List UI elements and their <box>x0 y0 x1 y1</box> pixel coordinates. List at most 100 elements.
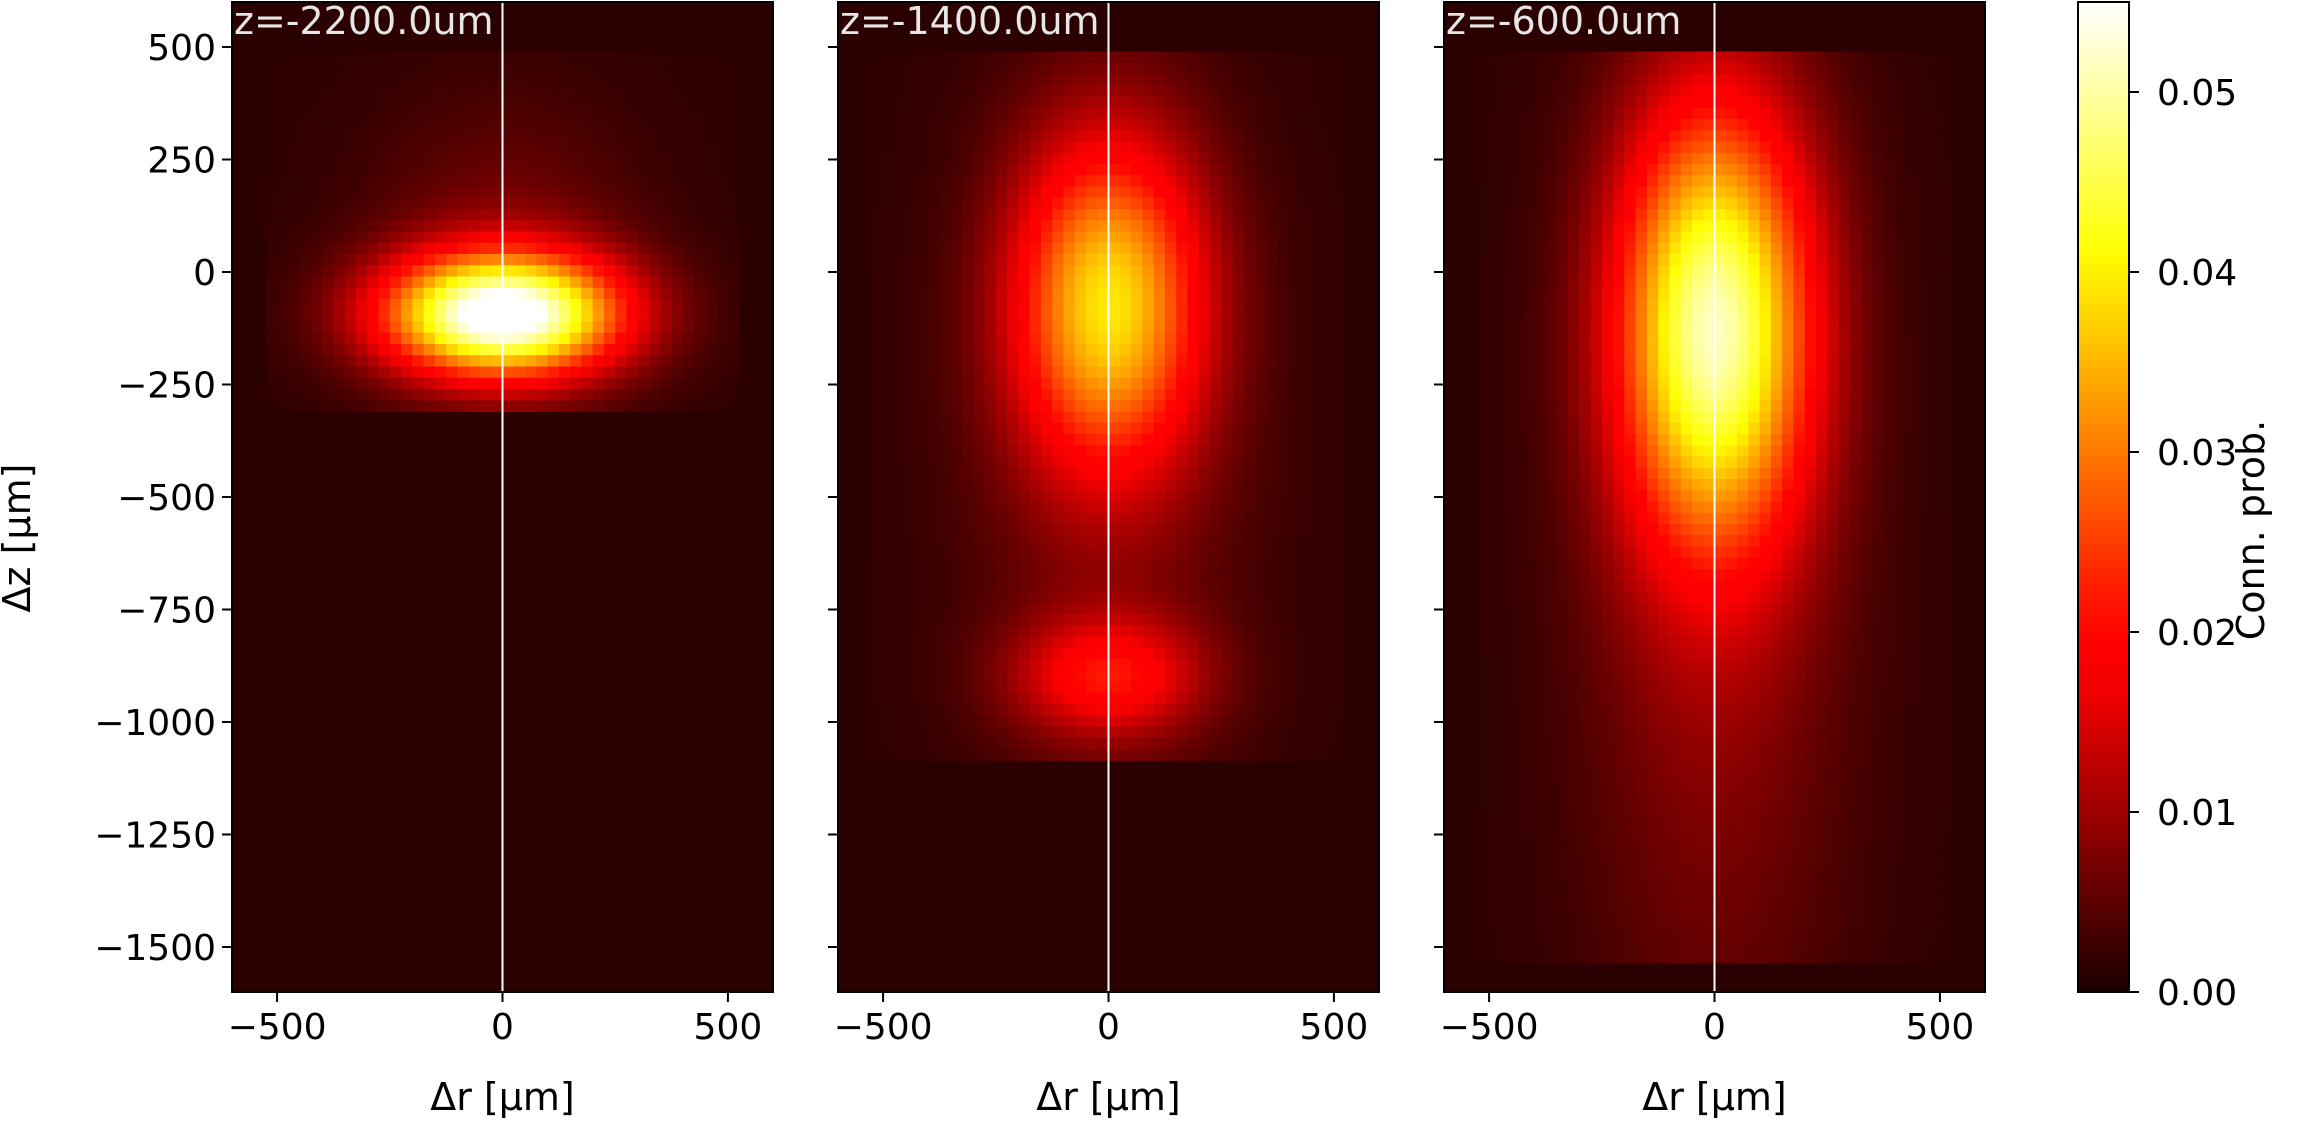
heatmap-cell <box>1288 715 1301 728</box>
heatmap-cell <box>570 332 582 345</box>
heatmap-cell <box>1635 265 1648 278</box>
heatmap-cell <box>1255 501 1267 514</box>
heatmap-cell <box>367 197 380 210</box>
heatmap-cell <box>1277 715 1290 728</box>
heatmap-cell <box>389 355 402 368</box>
heatmap-cell <box>1232 602 1245 615</box>
heatmap-cell <box>1872 276 1885 289</box>
heatmap-cell <box>468 276 481 289</box>
heatmap-cell <box>1221 411 1234 424</box>
heatmap-cell <box>423 96 436 109</box>
heatmap-cell <box>1176 85 1188 98</box>
heatmap-cell <box>1322 107 1335 120</box>
heatmap-cell <box>1108 726 1121 739</box>
heatmap-cell <box>961 85 974 98</box>
heatmap-cell <box>1063 614 1076 626</box>
heatmap-cell <box>1097 107 1110 120</box>
heatmap-cell <box>446 51 459 64</box>
heatmap-cell <box>491 119 504 131</box>
heatmap-cell <box>1119 152 1132 165</box>
heatmap-cell <box>1232 377 1245 390</box>
heatmap-cell <box>682 276 695 289</box>
heatmap-cell <box>1007 332 1019 345</box>
heatmap-cell <box>1288 422 1301 435</box>
heatmap-cell <box>961 512 974 525</box>
heatmap-cell <box>727 299 740 311</box>
heatmap-cell <box>1861 141 1873 154</box>
heatmap-cell <box>1007 276 1019 289</box>
heatmap-cell <box>1007 501 1019 514</box>
heatmap-cell <box>1477 164 1490 176</box>
heatmap-cell <box>1770 276 1783 289</box>
heatmap-cell <box>1748 107 1761 120</box>
heatmap-cell <box>1266 332 1279 345</box>
heatmap-cell <box>1153 749 1166 761</box>
heatmap-cell <box>299 332 312 345</box>
heatmap-cell <box>401 310 413 323</box>
heatmap-cell <box>1311 254 1324 266</box>
heatmap-cell <box>1164 276 1177 289</box>
heatmap-cell <box>1322 636 1335 649</box>
heatmap-cell <box>277 107 289 120</box>
heatmap-cell <box>1489 119 1501 131</box>
heatmap-cell <box>1131 287 1143 300</box>
heatmap-cell <box>1489 231 1501 244</box>
heatmap-cell <box>682 197 695 210</box>
heatmap-cell <box>871 681 884 694</box>
heatmap-cell <box>1176 96 1188 109</box>
heatmap-cell <box>1198 591 1211 604</box>
heatmap-cell <box>1176 74 1188 86</box>
heatmap-cell <box>1187 389 1200 401</box>
heatmap-cell <box>883 456 895 469</box>
heatmap-cell <box>1198 62 1211 75</box>
heatmap-cell <box>1793 209 1806 221</box>
heatmap-cell <box>570 231 582 244</box>
heatmap-cell <box>1232 490 1245 503</box>
heatmap-cell <box>871 265 884 278</box>
heatmap-cell <box>905 456 918 469</box>
heatmap-cell <box>1311 209 1324 221</box>
heatmap-cell <box>1333 175 1346 188</box>
heatmap-cell <box>1288 602 1301 615</box>
heatmap-cell <box>1007 434 1019 446</box>
heatmap-cell <box>961 254 974 266</box>
heatmap-cell <box>1085 456 1098 469</box>
heatmap-cell <box>536 242 549 255</box>
heatmap-cell <box>1007 636 1019 649</box>
heatmap-cell <box>1624 265 1637 278</box>
heatmap-cell <box>592 209 605 221</box>
heatmap-cell <box>592 276 605 289</box>
heatmap-cell <box>928 749 941 761</box>
heatmap-cell <box>883 400 895 413</box>
heatmap-cell <box>961 130 974 143</box>
heatmap-cell <box>1658 276 1671 289</box>
heatmap-cell <box>1029 591 1042 604</box>
heatmap-cell <box>961 681 974 694</box>
heatmap-cell <box>277 231 289 244</box>
heatmap-cell <box>1187 411 1200 424</box>
heatmap-cell <box>1534 231 1547 244</box>
heatmap-cell <box>1838 74 1851 86</box>
heatmap-cell <box>1556 107 1569 120</box>
heatmap-cell <box>705 107 718 120</box>
heatmap-cell <box>649 344 661 356</box>
heatmap-cell <box>1861 74 1873 86</box>
heatmap-cell <box>1097 355 1110 368</box>
heatmap-cell <box>446 130 459 143</box>
heatmap-cell <box>547 287 560 300</box>
heatmap-cell <box>1232 96 1245 109</box>
heatmap-cell <box>1063 411 1076 424</box>
heatmap-cell <box>479 130 492 143</box>
heatmap-cell <box>378 321 391 334</box>
heatmap-cell <box>1556 299 1569 311</box>
heatmap-cell <box>322 355 335 368</box>
heatmap-cell <box>660 175 673 188</box>
heatmap-cell <box>434 74 447 86</box>
heatmap-cell <box>1333 310 1346 323</box>
heatmap-cell <box>1725 197 1738 210</box>
heatmap-cell <box>1669 152 1682 165</box>
heatmap-cell <box>973 287 986 300</box>
heatmap-cell <box>973 366 986 379</box>
heatmap-cell <box>626 152 639 165</box>
heatmap-cell <box>1209 400 1222 413</box>
